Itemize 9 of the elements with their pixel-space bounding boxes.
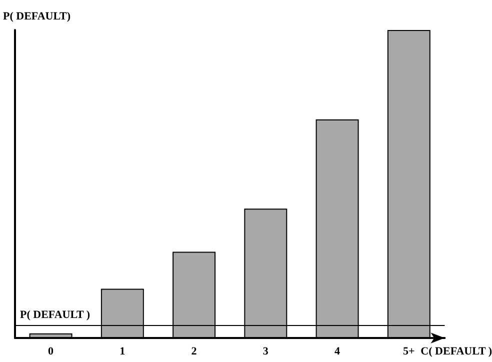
x-tick-label: 1: [120, 346, 126, 358]
x-tick-label: 5+: [403, 346, 415, 358]
x-tick-label: 0: [48, 346, 54, 358]
x-tick-label: 2: [191, 346, 198, 358]
x-tick-label: 4: [334, 346, 341, 358]
x-axis-title: C( DEFAULT ): [420, 346, 492, 358]
ref-line-label: P( DEFAULT ): [20, 309, 90, 322]
y-axis-title: P( DEFAULT): [3, 10, 71, 22]
x-tick-label: 3: [262, 346, 269, 358]
